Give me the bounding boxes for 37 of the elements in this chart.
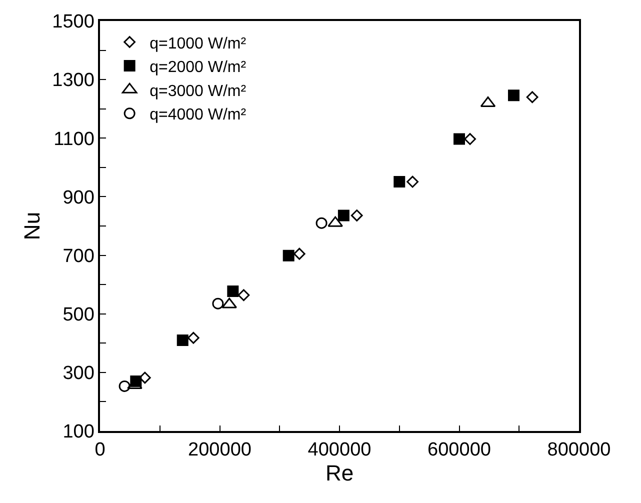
x-tick-label: 800000 <box>547 440 611 461</box>
x-tick-label: 400000 <box>308 440 372 461</box>
point <box>328 216 343 227</box>
point <box>406 176 418 188</box>
point <box>238 289 250 302</box>
point <box>118 380 130 392</box>
y-tick-label: 900 <box>62 187 94 208</box>
point <box>394 176 406 188</box>
y-axis-title: Nu <box>19 212 44 240</box>
point <box>350 210 363 222</box>
y-tick-label: 300 <box>62 363 94 384</box>
point <box>212 298 224 310</box>
point <box>338 210 350 222</box>
point <box>526 91 538 104</box>
y-tick-label: 500 <box>62 304 94 326</box>
point <box>464 133 476 145</box>
x-tick-label: 600000 <box>428 440 491 461</box>
y-tick-label: 100 <box>62 422 94 443</box>
y-tick-label: 700 <box>62 246 94 267</box>
y-tick-label: 1500 <box>52 12 94 33</box>
legend-label: q=4000 W/m² <box>150 106 247 124</box>
point <box>454 133 465 145</box>
legend-label: q=3000 W/m² <box>150 82 247 100</box>
point <box>508 90 520 102</box>
legend-label: q=1000 W/m² <box>150 35 247 52</box>
point <box>176 334 188 346</box>
point <box>187 332 200 344</box>
point <box>227 286 239 298</box>
legend-label: q=2000 W/m² <box>150 59 247 76</box>
x-tick-label: 200000 <box>188 440 252 461</box>
point <box>293 248 306 260</box>
y-tick-label: 1100 <box>54 128 94 150</box>
point <box>316 217 328 229</box>
x-axis-title: Re <box>325 460 354 486</box>
point <box>282 250 294 262</box>
y-tick-label: 1300 <box>52 70 94 92</box>
x-tick-label: 0 <box>94 440 106 461</box>
